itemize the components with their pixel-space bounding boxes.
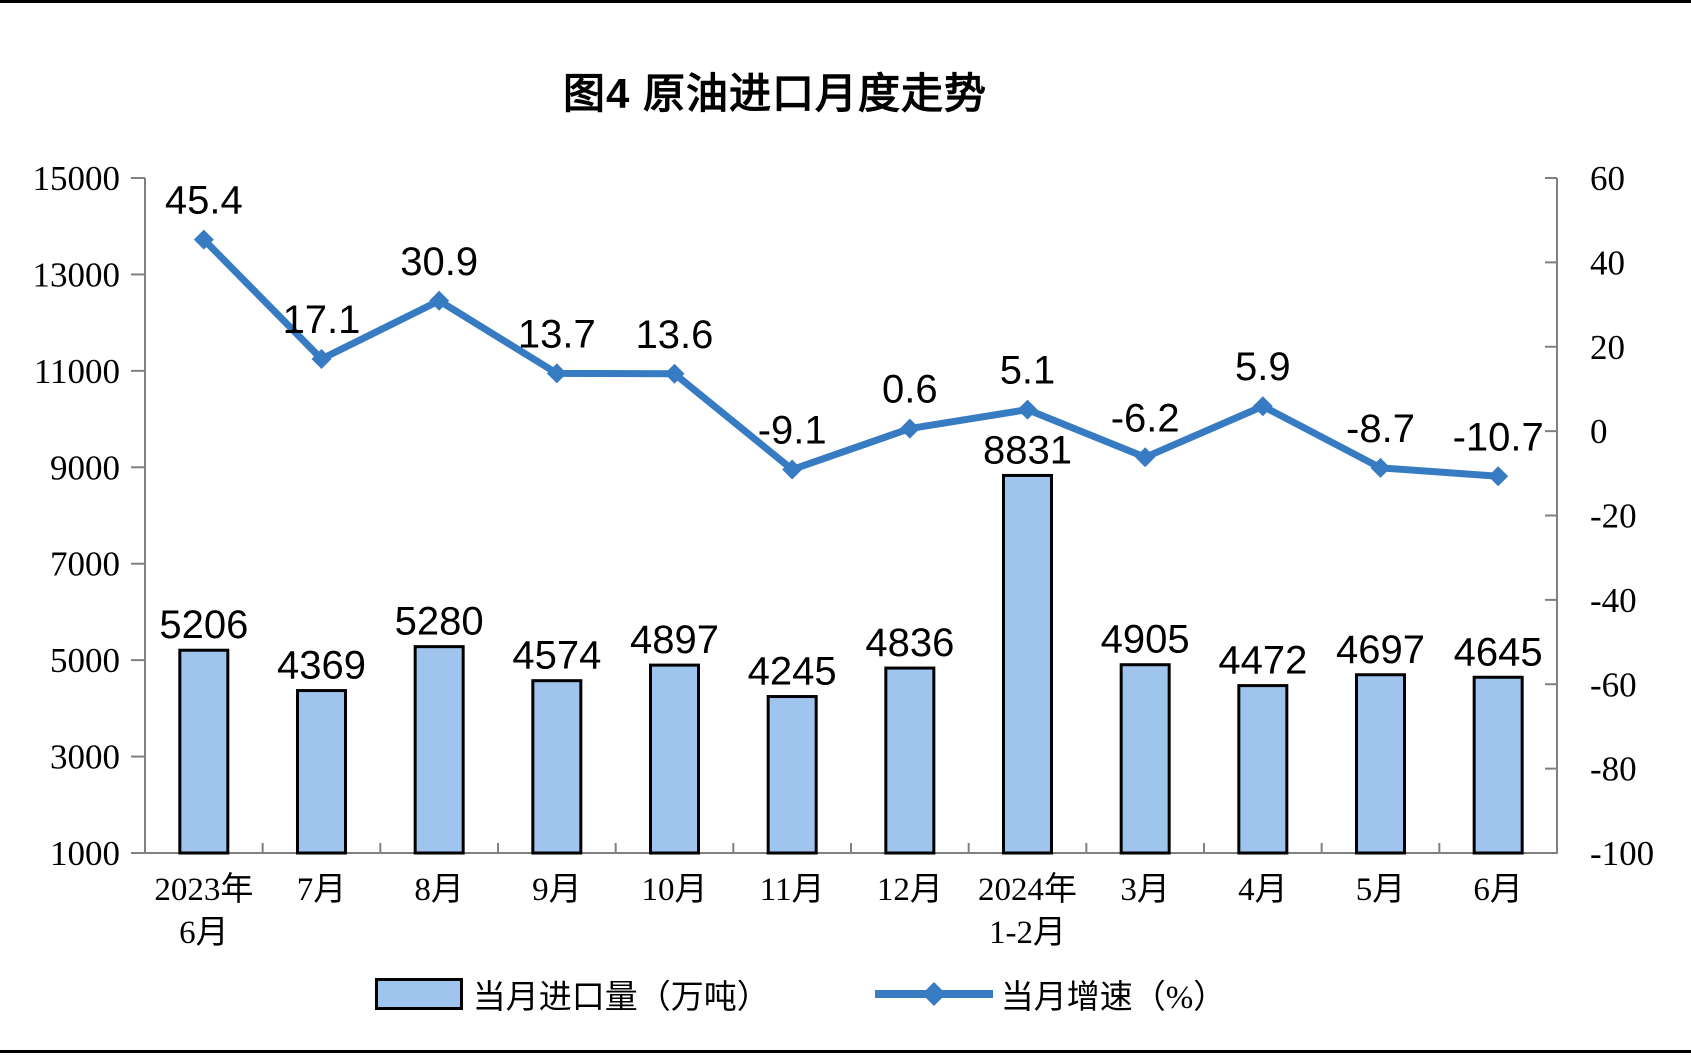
diamond-marker bbox=[1017, 399, 1038, 420]
x-axis-label: 2023年 bbox=[154, 871, 253, 908]
diamond-marker bbox=[429, 290, 450, 311]
right-axis-tick-label: -100 bbox=[1590, 834, 1654, 873]
bar-value-label: 4905 bbox=[1101, 618, 1190, 662]
diamond-icon bbox=[921, 981, 946, 1007]
x-axis-label: 8月 bbox=[414, 872, 464, 908]
line-value-label: 17.1 bbox=[283, 298, 361, 342]
line-value-label: 13.7 bbox=[518, 312, 596, 356]
right-axis-tick-label: 40 bbox=[1590, 243, 1625, 282]
x-axis-label: 10月 bbox=[642, 872, 708, 908]
bar-value-label: 4645 bbox=[1454, 630, 1543, 674]
left-axis-tick-label: 11000 bbox=[34, 352, 120, 391]
bar-5280 bbox=[413, 645, 465, 855]
line-series-label: 当月增速（%） bbox=[1000, 980, 1227, 1016]
diamond-marker bbox=[1252, 396, 1273, 417]
diamond-marker bbox=[899, 418, 920, 439]
top-divider bbox=[0, 0, 1691, 3]
diamond-marker bbox=[193, 229, 214, 250]
bar-4369 bbox=[296, 689, 347, 855]
left-axis-tick-label: 9000 bbox=[50, 448, 120, 487]
bar-value-label: 4574 bbox=[512, 634, 601, 678]
chart-title: 图4 原油进口月度走势 bbox=[562, 70, 988, 117]
bar-8831 bbox=[1002, 473, 1053, 855]
bar-4645 bbox=[1472, 675, 1524, 855]
bar-value-label: 4836 bbox=[865, 621, 954, 665]
bar-value-label: 8831 bbox=[983, 428, 1072, 472]
bar-value-label: 5280 bbox=[395, 600, 484, 644]
line-value-label: 5.9 bbox=[1235, 345, 1291, 389]
legend-item-growth-rate: 当月增速（%） bbox=[874, 970, 1227, 1018]
line-series-marker bbox=[874, 981, 993, 1007]
line-value-label: -8.7 bbox=[1346, 407, 1415, 451]
line-value-label: 13.6 bbox=[636, 313, 714, 357]
diamond-marker bbox=[1135, 447, 1156, 468]
bottom-divider bbox=[0, 1050, 1691, 1053]
right-axis-tick-label: 60 bbox=[1590, 159, 1625, 198]
growth-rate-line bbox=[200, 236, 1502, 480]
left-axis-tick-label: 5000 bbox=[50, 641, 120, 680]
diamond-marker bbox=[664, 363, 685, 384]
bar-4897 bbox=[649, 663, 700, 855]
x-axis-label: 9月 bbox=[532, 872, 582, 908]
axis-frame bbox=[144, 178, 1558, 854]
x-axis-label: 3月 bbox=[1120, 872, 1170, 908]
legend-item-import-volume: 当月进口量（万吨） bbox=[374, 970, 770, 1018]
right-axis-tick-label: -20 bbox=[1590, 497, 1637, 536]
line-value-label: -6.2 bbox=[1111, 396, 1180, 440]
x-axis-label: 6月 bbox=[179, 915, 229, 951]
right-axis-tick-label: -40 bbox=[1590, 581, 1637, 620]
x-axis-label: 12月 bbox=[877, 872, 943, 908]
bar-value-label: 4897 bbox=[630, 618, 719, 662]
right-axis-tick-label: 20 bbox=[1590, 328, 1625, 367]
bar-4697 bbox=[1355, 673, 1406, 855]
bar-series-swatch bbox=[374, 978, 463, 1010]
diamond-marker bbox=[782, 459, 803, 480]
bar-4836 bbox=[884, 666, 936, 855]
right-axis-tick-label: -80 bbox=[1590, 750, 1637, 789]
bar-4472 bbox=[1237, 684, 1289, 855]
left-axis-tick-label: 13000 bbox=[33, 255, 121, 294]
bar-value-label: 4369 bbox=[277, 644, 366, 688]
line-value-label: 0.6 bbox=[882, 368, 938, 412]
right-axis-tick-label: 0 bbox=[1590, 412, 1608, 451]
diamond-marker bbox=[546, 363, 567, 384]
x-axis-label: 4月 bbox=[1238, 872, 1288, 908]
bar-4574 bbox=[531, 679, 583, 855]
bar-4245 bbox=[766, 695, 818, 855]
bar-5206 bbox=[178, 648, 230, 855]
diamond-marker bbox=[1370, 457, 1391, 478]
x-axis-label: 1-2月 bbox=[989, 915, 1066, 951]
x-axis-label: 11月 bbox=[760, 872, 825, 908]
bar-4905 bbox=[1119, 663, 1171, 855]
x-axis-label: 7月 bbox=[297, 872, 347, 908]
bar-value-label: 5206 bbox=[159, 603, 248, 647]
line-value-label: 30.9 bbox=[400, 240, 478, 284]
left-axis-tick-label: 7000 bbox=[50, 545, 120, 584]
line-value-label: -10.7 bbox=[1453, 415, 1544, 459]
diamond-marker bbox=[1488, 466, 1509, 487]
x-axis-label: 6月 bbox=[1473, 872, 1523, 908]
line-value-label: -9.1 bbox=[758, 409, 827, 453]
diamond-marker bbox=[311, 348, 332, 369]
bar-value-label: 4697 bbox=[1336, 628, 1425, 672]
x-axis-label: 2024年 bbox=[978, 871, 1077, 908]
left-axis-tick-label: 3000 bbox=[50, 738, 120, 777]
chart-legend: 当月进口量（万吨） 当月增速（%） bbox=[0, 970, 1691, 1018]
left-axis-tick-label: 15000 bbox=[33, 159, 121, 198]
left-axis-tick-label: 1000 bbox=[50, 834, 120, 873]
bar-value-label: 4472 bbox=[1218, 639, 1307, 683]
bar-series-label: 当月进口量（万吨） bbox=[472, 980, 770, 1016]
right-axis-tick-label: -60 bbox=[1590, 665, 1637, 704]
line-value-label: 45.4 bbox=[165, 179, 243, 223]
bar-value-label: 4245 bbox=[748, 650, 837, 694]
line-value-label: 5.1 bbox=[1000, 349, 1056, 393]
x-axis-label: 5月 bbox=[1356, 872, 1406, 908]
